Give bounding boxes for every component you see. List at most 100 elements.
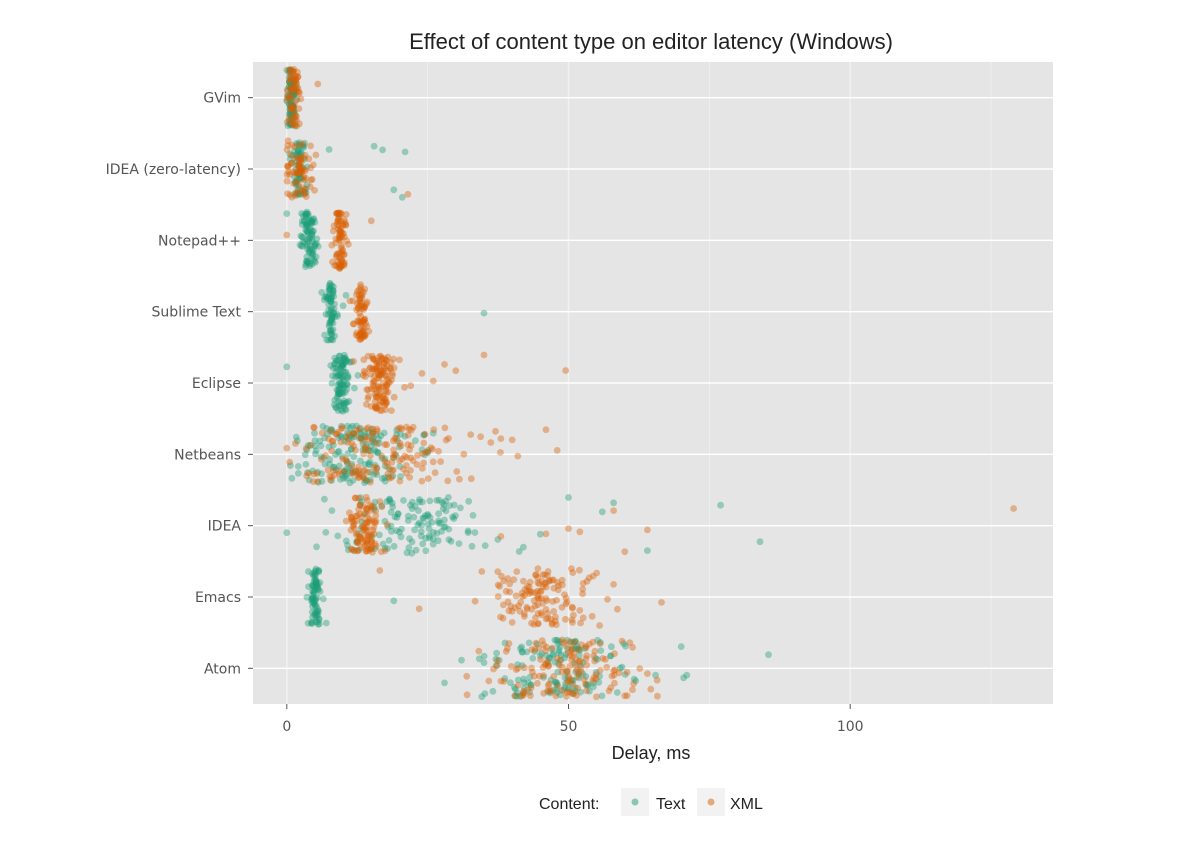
- data-point: [442, 507, 450, 515]
- data-point: [390, 437, 397, 445]
- data-point: [303, 259, 311, 267]
- data-point: [363, 538, 371, 545]
- data-point: [284, 190, 291, 198]
- data-point: [388, 467, 396, 474]
- data-point: [339, 361, 346, 369]
- data-point: [433, 529, 441, 537]
- data-point: [563, 598, 571, 606]
- data-point: [393, 426, 401, 434]
- data-point: [349, 422, 356, 430]
- data-point: [368, 503, 375, 511]
- data-point: [308, 245, 316, 253]
- data-point: [535, 595, 543, 602]
- data-point: [356, 331, 363, 339]
- data-point: [514, 681, 522, 689]
- data-point: [435, 496, 443, 504]
- data-point: [288, 105, 295, 112]
- data-point: [546, 654, 554, 662]
- data-point: [290, 107, 297, 115]
- data-point: [610, 581, 617, 588]
- legend-label-xml: XML: [730, 796, 763, 813]
- data-point: [290, 91, 298, 98]
- data-point: [322, 310, 330, 318]
- data-point: [333, 210, 340, 217]
- data-point: [424, 475, 432, 482]
- data-point: [305, 583, 312, 591]
- data-point: [366, 532, 374, 540]
- data-point: [339, 455, 347, 463]
- data-point: [340, 397, 348, 405]
- data-point: [294, 89, 301, 96]
- data-point: [331, 471, 338, 479]
- data-point: [304, 442, 312, 449]
- data-point: [359, 446, 367, 454]
- data-point: [363, 526, 371, 534]
- data-point: [286, 191, 294, 199]
- data-point: [308, 249, 316, 257]
- data-point: [514, 661, 521, 669]
- data-point: [382, 406, 389, 414]
- data-point: [531, 589, 539, 596]
- data-point: [307, 176, 315, 184]
- data-point: [357, 544, 365, 551]
- data-point: [608, 643, 615, 651]
- data-point: [319, 423, 327, 430]
- data-point: [534, 574, 542, 582]
- data-point: [311, 437, 319, 445]
- data-point: [363, 322, 371, 330]
- data-point: [354, 317, 362, 325]
- data-point: [350, 430, 358, 438]
- data-point: [338, 422, 345, 430]
- data-point: [365, 460, 373, 468]
- data-point: [516, 608, 524, 615]
- data-point: [397, 473, 404, 480]
- data-point: [565, 677, 572, 685]
- data-point: [287, 83, 295, 91]
- data-point: [311, 218, 319, 226]
- data-point: [407, 442, 415, 449]
- data-point: [381, 455, 389, 463]
- data-point: [407, 382, 415, 390]
- data-point: [390, 393, 398, 401]
- data-point: [297, 166, 305, 174]
- data-point: [383, 498, 391, 505]
- data-point: [528, 619, 535, 627]
- data-point: [338, 389, 345, 397]
- data-point: [361, 445, 369, 453]
- data-point: [288, 474, 296, 482]
- data-point: [343, 434, 350, 441]
- data-point: [389, 372, 396, 380]
- data-point: [597, 639, 604, 646]
- data-point: [294, 170, 302, 178]
- data-point: [381, 477, 389, 485]
- data-point: [528, 646, 536, 653]
- data-point: [335, 352, 343, 360]
- data-point: [365, 547, 372, 554]
- data-point: [339, 424, 346, 432]
- data-point: [400, 465, 407, 473]
- data-point: [308, 230, 316, 238]
- data-point: [309, 582, 316, 589]
- data-point: [526, 673, 534, 681]
- data-point: [374, 383, 382, 391]
- data-point: [328, 426, 336, 434]
- data-point: [428, 519, 436, 526]
- data-point: [599, 655, 607, 662]
- data-point: [493, 649, 500, 657]
- data-point: [303, 236, 311, 243]
- data-point: [573, 666, 580, 674]
- data-point: [501, 639, 509, 647]
- data-point: [370, 377, 378, 385]
- data-point: [289, 67, 297, 75]
- data-point: [378, 370, 386, 378]
- data-point: [311, 601, 319, 608]
- data-point: [302, 210, 309, 218]
- data-point: [337, 228, 345, 236]
- data-point: [311, 187, 318, 194]
- data-point: [379, 392, 387, 400]
- data-point: [372, 448, 380, 455]
- data-point: [383, 459, 391, 467]
- data-point: [361, 466, 368, 474]
- data-point: [289, 121, 297, 129]
- data-point: [297, 155, 304, 163]
